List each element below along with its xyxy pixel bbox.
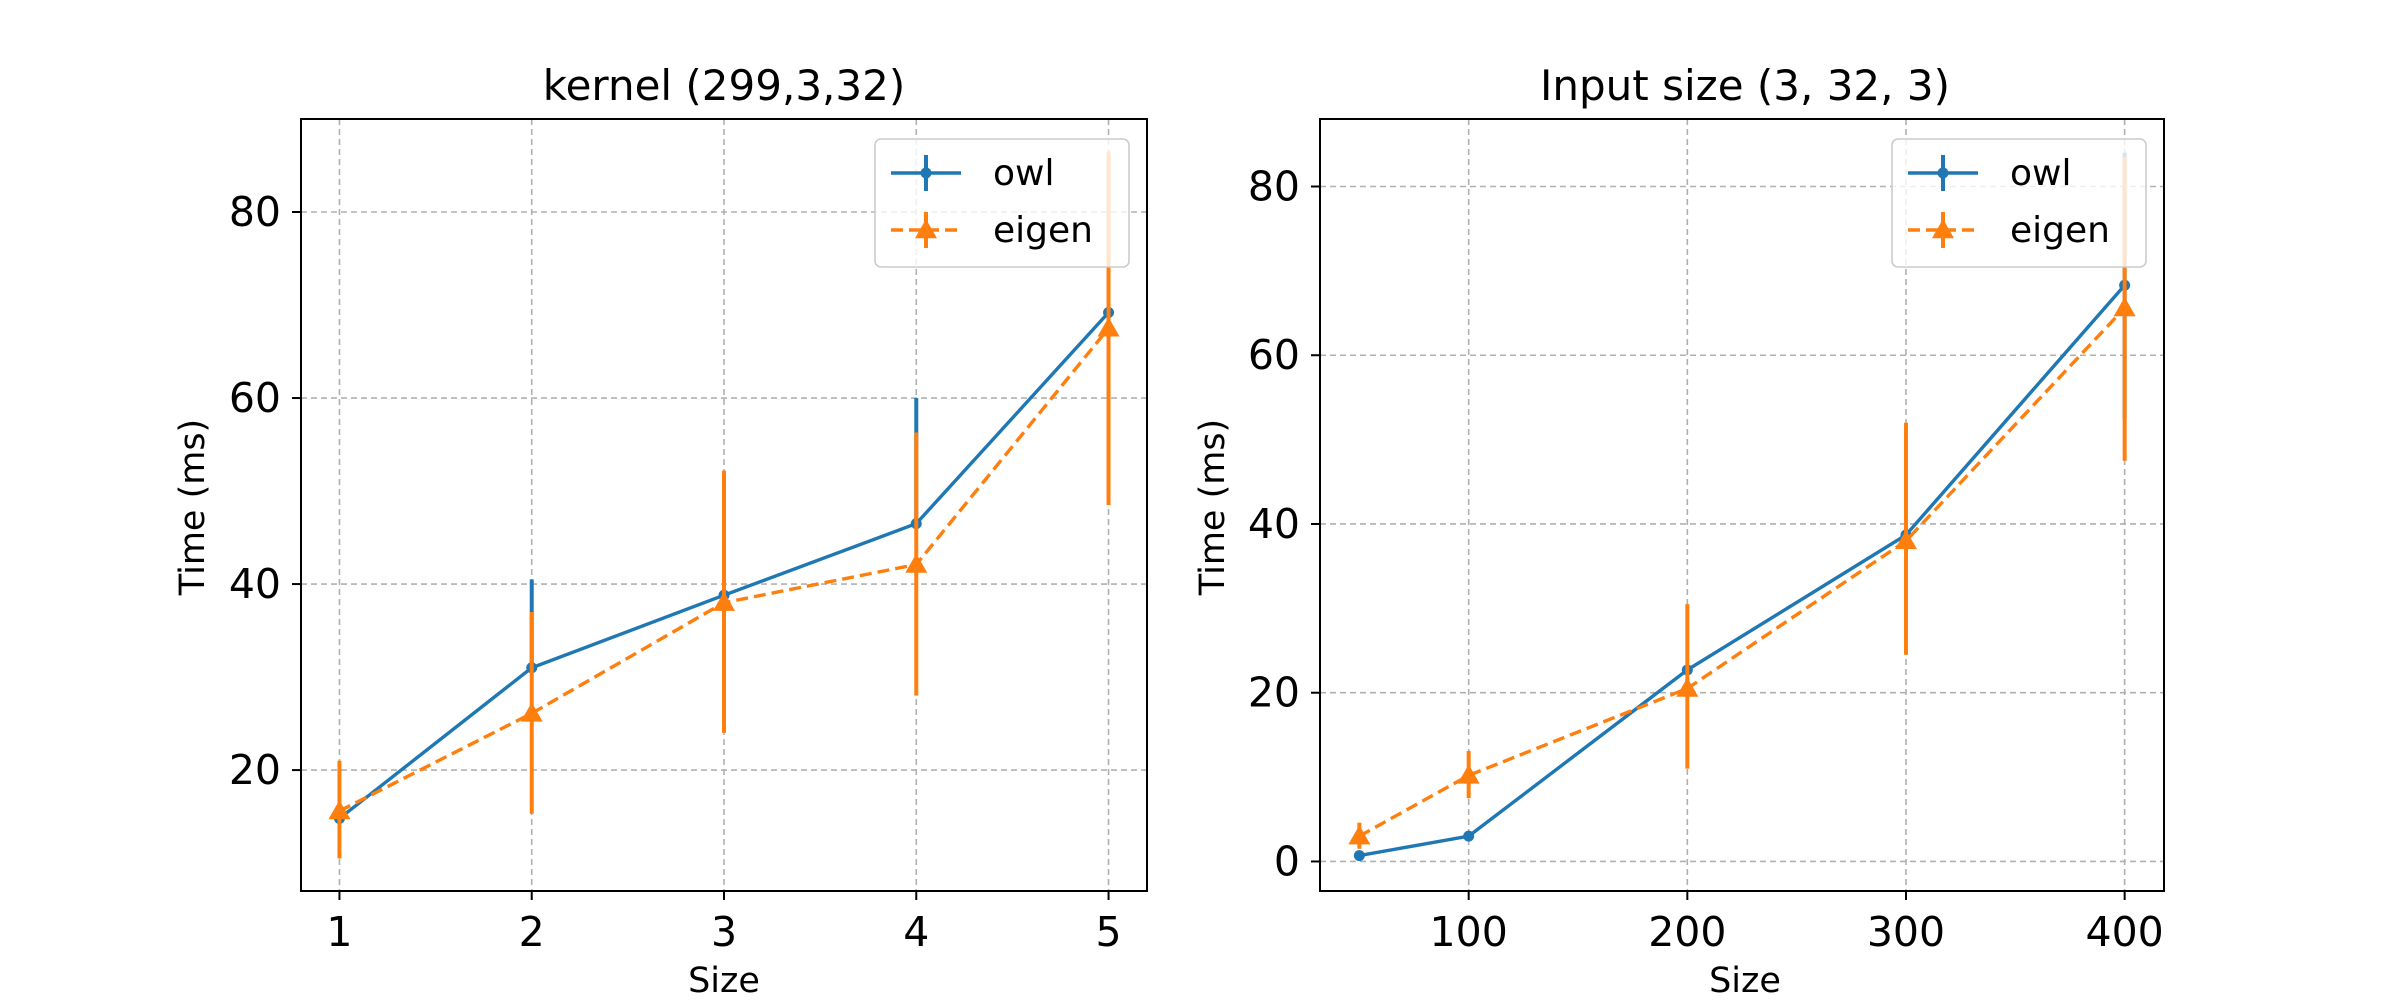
chart-title: kernel (299,3,32) <box>543 61 905 110</box>
legend: owl eigen <box>1891 138 2147 268</box>
data-point-eigen <box>1097 317 1120 337</box>
x-tick-label: 3 <box>711 908 737 956</box>
x-tick-label: 100 <box>1430 908 1508 956</box>
legend-marker-owl <box>1937 167 1949 179</box>
x-tick-label: 300 <box>1867 908 1945 956</box>
chart-panel-input-size: Input size (3, 32, 3) Size Time (ms) 100… <box>1193 61 2165 1000</box>
legend-box <box>874 138 1130 268</box>
y-tick-label: 20 <box>1248 669 1300 717</box>
y-tick-label: 40 <box>1248 500 1300 548</box>
x-axis-label: Size <box>688 961 760 1000</box>
y-tick-label: 80 <box>229 188 281 236</box>
legend-marker-owl <box>920 167 932 179</box>
data-point-owl <box>1353 850 1365 862</box>
data-point-eigen <box>520 702 543 722</box>
data-point-eigen <box>328 800 351 820</box>
legend: owl eigen <box>874 138 1130 268</box>
x-tick-label: 4 <box>903 908 929 956</box>
data-point-eigen <box>1676 677 1699 697</box>
plot-frame <box>300 118 1148 892</box>
legend-label-eigen: eigen <box>993 210 1093 251</box>
data-point-eigen <box>713 591 735 611</box>
data-point-eigen <box>1894 529 1917 550</box>
y-axis-label: Time (ms) <box>1193 419 1233 596</box>
data-point-eigen <box>2113 296 2136 317</box>
series-line-owl <box>1359 284 2126 858</box>
y-tick-label: 20 <box>229 746 281 794</box>
x-tick-label: 5 <box>1095 908 1121 956</box>
data-point-eigen <box>1457 764 1480 784</box>
legend-marker-eigen <box>1932 219 1954 239</box>
data-point-eigen <box>1348 825 1371 845</box>
y-tick-label: 0 <box>1274 837 1300 885</box>
legend-label-eigen: eigen <box>2010 210 2110 251</box>
legend-label-owl: owl <box>993 153 1054 194</box>
legend-marker-eigen <box>915 219 937 239</box>
x-tick-label: 200 <box>1648 908 1726 956</box>
x-tick-label: 400 <box>2086 908 2164 956</box>
data-point-eigen <box>905 553 928 573</box>
y-tick-label: 40 <box>229 560 281 608</box>
chart-title: Input size (3, 32, 3) <box>1540 61 1950 110</box>
data-point-owl <box>1463 830 1475 842</box>
series-line-eigen <box>1358 306 2126 838</box>
y-tick-label: 60 <box>1248 331 1300 379</box>
legend-box <box>1891 138 2147 268</box>
y-tick-label: 80 <box>1248 162 1300 210</box>
x-axis-label: Size <box>1709 961 1781 1000</box>
x-tick-label: 1 <box>326 908 352 956</box>
y-axis-label: Time (ms) <box>173 419 213 596</box>
x-tick-label: 2 <box>519 908 545 956</box>
chart-panel-kernel: kernel (299,3,32) Size Time (ms) 1 2 3 4 5 20… <box>173 61 1148 1000</box>
y-tick-label: 60 <box>229 374 281 422</box>
plot-frame <box>1319 118 2165 892</box>
legend-label-owl: owl <box>2010 153 2071 194</box>
series-eigen <box>1348 156 2136 849</box>
